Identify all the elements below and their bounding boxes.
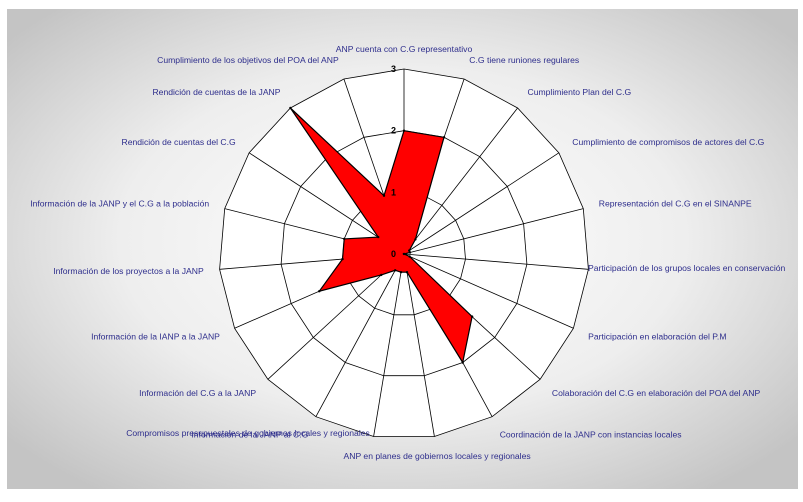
category-label-15: Información de la JANP y el C.G a la pob… <box>30 199 209 209</box>
tick-label-3: 3 <box>391 64 396 74</box>
grid-ring-3 <box>219 68 589 437</box>
category-label-9: ANP en planes de gobiernos locales y reg… <box>344 451 531 461</box>
data-point-12 <box>380 273 383 277</box>
category-label-10: Compromisos presupuestales de gobiernos … <box>126 428 370 438</box>
axis-line-6 <box>403 253 574 329</box>
grid-ring-2 <box>280 130 528 377</box>
data-point-9 <box>405 271 409 274</box>
data-point-16 <box>377 235 380 239</box>
category-label-2: Cumplimiento Plan del C.G <box>528 87 632 97</box>
category-label-12: Información del C.G a la JANP <box>139 388 256 398</box>
category-label-1: C.G tiene runiones regulares <box>469 55 579 65</box>
data-point-14 <box>341 257 344 261</box>
data-point-2 <box>414 238 417 241</box>
radial-tick-labels: 0 1 2 3 <box>391 64 396 259</box>
tick-label-2: 2 <box>391 126 396 136</box>
category-label-6: Participación en elaboración del P.M <box>588 331 726 341</box>
radar-series <box>289 106 474 365</box>
category-label-13: Información de la IANP a la JANP <box>91 331 220 341</box>
axis-line-5 <box>403 253 589 270</box>
data-point-11 <box>394 269 397 272</box>
data-point-8 <box>461 361 464 364</box>
data-point-17 <box>289 106 292 110</box>
data-point-18 <box>382 194 386 197</box>
category-label-7: Colaboración del C.G en elaboración del … <box>552 388 761 398</box>
tick-label-0: 0 <box>391 249 396 259</box>
category-label-18: Cumplimiento de los objetivos del POA de… <box>157 55 339 65</box>
category-label-17: Rendición de cuentas de la JANP <box>152 87 280 97</box>
data-point-5 <box>402 252 406 256</box>
category-label-14: Información de los proyectos a la JANP <box>53 266 204 276</box>
axis-line-11 <box>315 253 405 417</box>
data-point-0 <box>402 129 406 132</box>
grid-ring-1 <box>342 191 466 316</box>
tick-label-1: 1 <box>391 187 396 197</box>
data-point-4 <box>408 251 412 254</box>
category-label-3: Cumplimiento de compromisos de actores d… <box>572 137 764 147</box>
axis-line-2 <box>403 107 518 255</box>
category-label-5: Participación de los grupos locales en c… <box>588 263 786 273</box>
data-point-7 <box>470 315 474 318</box>
category-label-16: Rendición de cuentas del C.G <box>122 137 236 147</box>
data-point-13 <box>318 290 321 293</box>
data-point-6 <box>408 255 411 258</box>
axis-line-10 <box>373 253 405 437</box>
category-label-11: Información de la JANP al C.G <box>191 429 308 439</box>
data-point-3 <box>408 249 411 252</box>
category-label-8: Coordinación de la JANP con instancias l… <box>500 429 682 439</box>
data-point-1 <box>442 136 446 139</box>
category-label-0: ANP cuenta con C.G representativo <box>336 44 473 54</box>
axis-line-9 <box>403 253 435 437</box>
axis-line-3 <box>403 152 560 255</box>
data-point-10 <box>399 271 403 274</box>
axis-line-4 <box>403 208 584 255</box>
category-label-4: Representación del C.G en el SINANPE <box>599 199 752 209</box>
data-point-15 <box>343 237 346 241</box>
